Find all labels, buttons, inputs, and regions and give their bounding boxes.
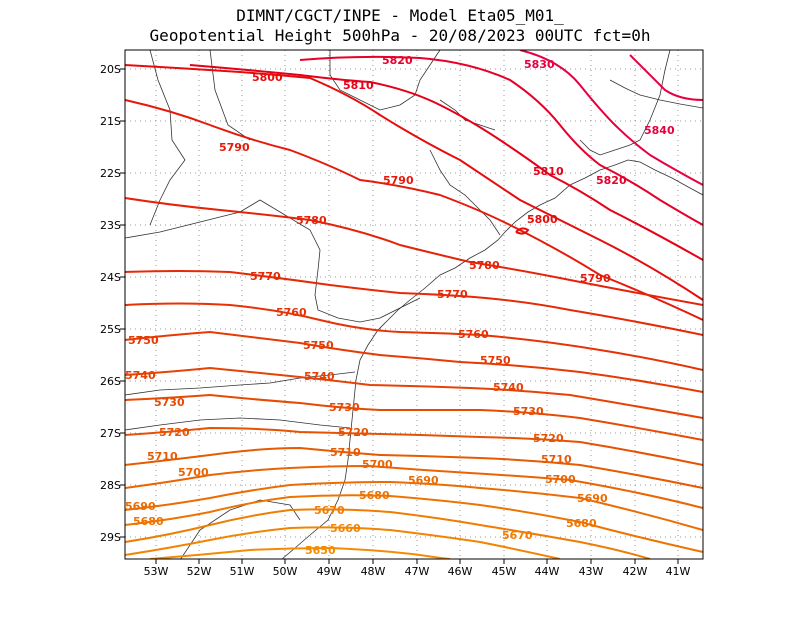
lon-tick-label: 44W xyxy=(535,565,560,578)
contour-label: 5810 xyxy=(343,79,374,92)
contour-label: 5710 xyxy=(147,450,178,463)
contour-label: 5760 xyxy=(276,306,307,319)
lat-tick-label: 28S xyxy=(100,479,121,492)
contour-label: 5680 xyxy=(133,515,164,528)
lat-tick-label: 25S xyxy=(100,323,121,336)
contour-label: 5670 xyxy=(314,504,345,517)
latitude-axis: 20S 21S 22S 23S 24S 25S 26S 27S 28S 29S xyxy=(100,63,125,544)
contour-label: 5750 xyxy=(480,354,511,367)
contour-label: 5760 xyxy=(458,328,489,341)
contour-label: 5750 xyxy=(303,339,334,352)
lat-tick-label: 22S xyxy=(100,167,121,180)
contour-label: 5820 xyxy=(596,174,627,187)
lon-tick-label: 47W xyxy=(405,565,430,578)
contour-label: 5780 xyxy=(469,259,500,272)
contour-label: 5720 xyxy=(338,426,369,439)
lon-tick-label: 46W xyxy=(448,565,473,578)
contour-label: 5720 xyxy=(159,426,190,439)
contour-label: 5700 xyxy=(545,473,576,486)
lat-tick-label: 26S xyxy=(100,375,121,388)
contour-label: 5830 xyxy=(524,58,555,71)
map-title-line2: Geopotential Height 500hPa - 20/08/2023 … xyxy=(149,26,651,45)
contour-label: 5680 xyxy=(566,517,597,530)
lon-tick-label: 41W xyxy=(666,565,691,578)
contour-label: 5700 xyxy=(362,458,393,471)
lat-tick-label: 23S xyxy=(100,219,121,232)
lon-tick-label: 48W xyxy=(361,565,386,578)
contour-label: 5670 xyxy=(502,529,533,542)
map-title-line1: DIMNT/CGCT/INPE - Model Eta05_M01_ xyxy=(236,6,564,25)
contour-label: 5730 xyxy=(329,401,360,414)
contour-label: 5710 xyxy=(541,453,572,466)
lon-tick-label: 42W xyxy=(623,565,648,578)
lon-tick-label: 53W xyxy=(144,565,169,578)
contour-label: 5800 xyxy=(252,71,283,84)
contour-label: 5690 xyxy=(577,492,608,505)
lon-tick-label: 50W xyxy=(273,565,298,578)
contour-label: 5720 xyxy=(533,432,564,445)
lon-tick-label: 52W xyxy=(187,565,212,578)
contour-label: 5790 xyxy=(383,174,414,187)
contour-label: 5690 xyxy=(125,500,156,513)
contour-label: 5740 xyxy=(493,381,524,394)
map-frame xyxy=(124,49,704,560)
contour-label: 5770 xyxy=(250,270,281,283)
contour-label: 5730 xyxy=(513,405,544,418)
lat-tick-label: 29S xyxy=(100,531,121,544)
contour-labels: 5830 5840 5820 5820 5810 5810 5800 5800 … xyxy=(125,54,675,557)
lon-tick-label: 45W xyxy=(492,565,517,578)
contour-label: 5680 xyxy=(359,489,390,502)
contour-label: 5730 xyxy=(154,396,185,409)
contour-label: 5750 xyxy=(128,334,159,347)
geopotential-contours xyxy=(125,50,703,559)
contour-label: 5800 xyxy=(527,213,558,226)
contour-label: 5780 xyxy=(296,214,327,227)
lat-tick-label: 27S xyxy=(100,427,121,440)
longitude-axis: 53W 52W 51W 50W 49W 48W 47W 46W 45W 44W … xyxy=(144,559,691,578)
contour-label: 5810 xyxy=(533,165,564,178)
lat-tick-label: 24S xyxy=(100,271,121,284)
contour-label: 5840 xyxy=(644,124,675,137)
contour-label: 5790 xyxy=(219,141,250,154)
contour-label: 5820 xyxy=(382,54,413,67)
lon-tick-label: 43W xyxy=(579,565,604,578)
contour-label: 5650 xyxy=(305,544,336,557)
contour-label: 5770 xyxy=(437,288,468,301)
contour-label: 5710 xyxy=(330,446,361,459)
lon-tick-label: 51W xyxy=(230,565,255,578)
lon-tick-label: 49W xyxy=(317,565,342,578)
coastline-and-borders xyxy=(125,50,703,559)
contour-label: 5740 xyxy=(125,369,156,382)
contour-label: 5690 xyxy=(408,474,439,487)
contour-label: 5740 xyxy=(304,370,335,383)
contour-label: 5660 xyxy=(330,522,361,535)
contour-label: 5700 xyxy=(178,466,209,479)
contour-label: 5790 xyxy=(580,272,611,285)
lat-tick-label: 20S xyxy=(100,63,121,76)
lat-tick-label: 21S xyxy=(100,115,121,128)
